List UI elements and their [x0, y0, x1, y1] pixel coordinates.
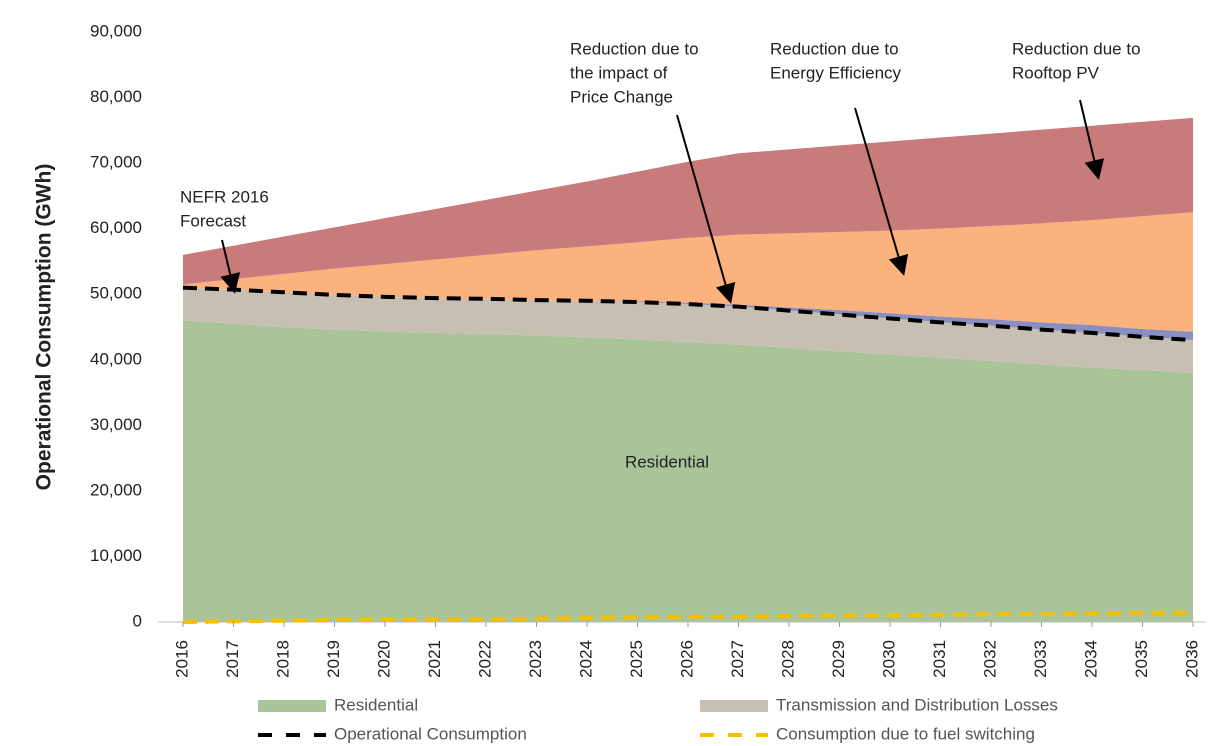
annotation: Reduction due to	[570, 39, 699, 58]
x-tick-label: 2023	[526, 640, 545, 678]
x-tick-label: 2025	[627, 640, 646, 678]
annotation: Forecast	[180, 211, 246, 230]
x-tick-label: 2034	[1081, 640, 1100, 678]
x-tick-label: 2032	[980, 640, 999, 678]
x-tick-label: 2019	[324, 640, 343, 678]
y-tick-label: 80,000	[90, 87, 142, 106]
area-band	[183, 287, 1193, 373]
y-tick-label: 70,000	[90, 153, 142, 172]
annotation: Price Change	[570, 87, 673, 106]
line-series	[182, 610, 1193, 624]
y-tick-label: 0	[133, 611, 142, 630]
x-tick-label: 2029	[829, 640, 848, 678]
x-tick-label: 2024	[576, 640, 595, 678]
x-tick-label: 2030	[879, 640, 898, 678]
annotation: Reduction due to	[770, 39, 899, 58]
legend-label: Operational Consumption	[334, 724, 527, 743]
y-tick-label: 50,000	[90, 284, 142, 303]
x-tick-label: 2036	[1182, 640, 1201, 678]
area-band	[183, 320, 1193, 622]
y-axis-title: Operational Consumption (GWh)	[33, 164, 56, 491]
annotation: Reduction due to	[1012, 39, 1141, 58]
annotation-arrow	[676, 114, 736, 304]
legend-swatch	[258, 700, 326, 712]
x-tick-label: 2028	[778, 640, 797, 678]
area-band	[183, 117, 1193, 285]
annotation: Energy Efficiency	[770, 63, 902, 82]
annotation-arrow	[854, 107, 909, 276]
x-tick-label: 2020	[374, 640, 393, 678]
x-tick-label: 2035	[1132, 640, 1151, 678]
annotation-arrow	[220, 239, 240, 294]
x-tick-label: 2031	[930, 640, 949, 678]
legend-label: Residential	[334, 695, 418, 714]
x-tick-label: 2016	[172, 640, 191, 678]
legend-label: Consumption due to fuel switching	[776, 724, 1035, 743]
annotation: NEFR 2016	[180, 187, 269, 206]
x-tick-label: 2017	[223, 640, 242, 678]
x-tick-label: 2022	[475, 640, 494, 678]
annotation: Rooftop PV	[1012, 63, 1100, 82]
y-tick-label: 90,000	[90, 21, 142, 40]
line-series	[182, 285, 1194, 343]
x-tick-label: 2026	[677, 640, 696, 678]
y-tick-label: 10,000	[90, 546, 142, 565]
x-tick-label: 2033	[1031, 640, 1050, 678]
x-tick-label: 2018	[273, 640, 292, 678]
legend-swatch	[700, 700, 768, 712]
y-tick-label: 30,000	[90, 415, 142, 434]
y-tick-label: 20,000	[90, 480, 142, 499]
annotation-arrow	[1079, 99, 1105, 180]
annotation: Residential	[625, 452, 709, 471]
x-tick-label: 2021	[425, 640, 444, 678]
x-tick-label: 2027	[728, 640, 747, 678]
legend-label: Transmission and Distribution Losses	[776, 695, 1058, 714]
annotation: the impact of	[570, 63, 668, 82]
y-tick-label: 40,000	[90, 349, 142, 368]
y-tick-label: 60,000	[90, 218, 142, 237]
area-band	[183, 212, 1193, 332]
